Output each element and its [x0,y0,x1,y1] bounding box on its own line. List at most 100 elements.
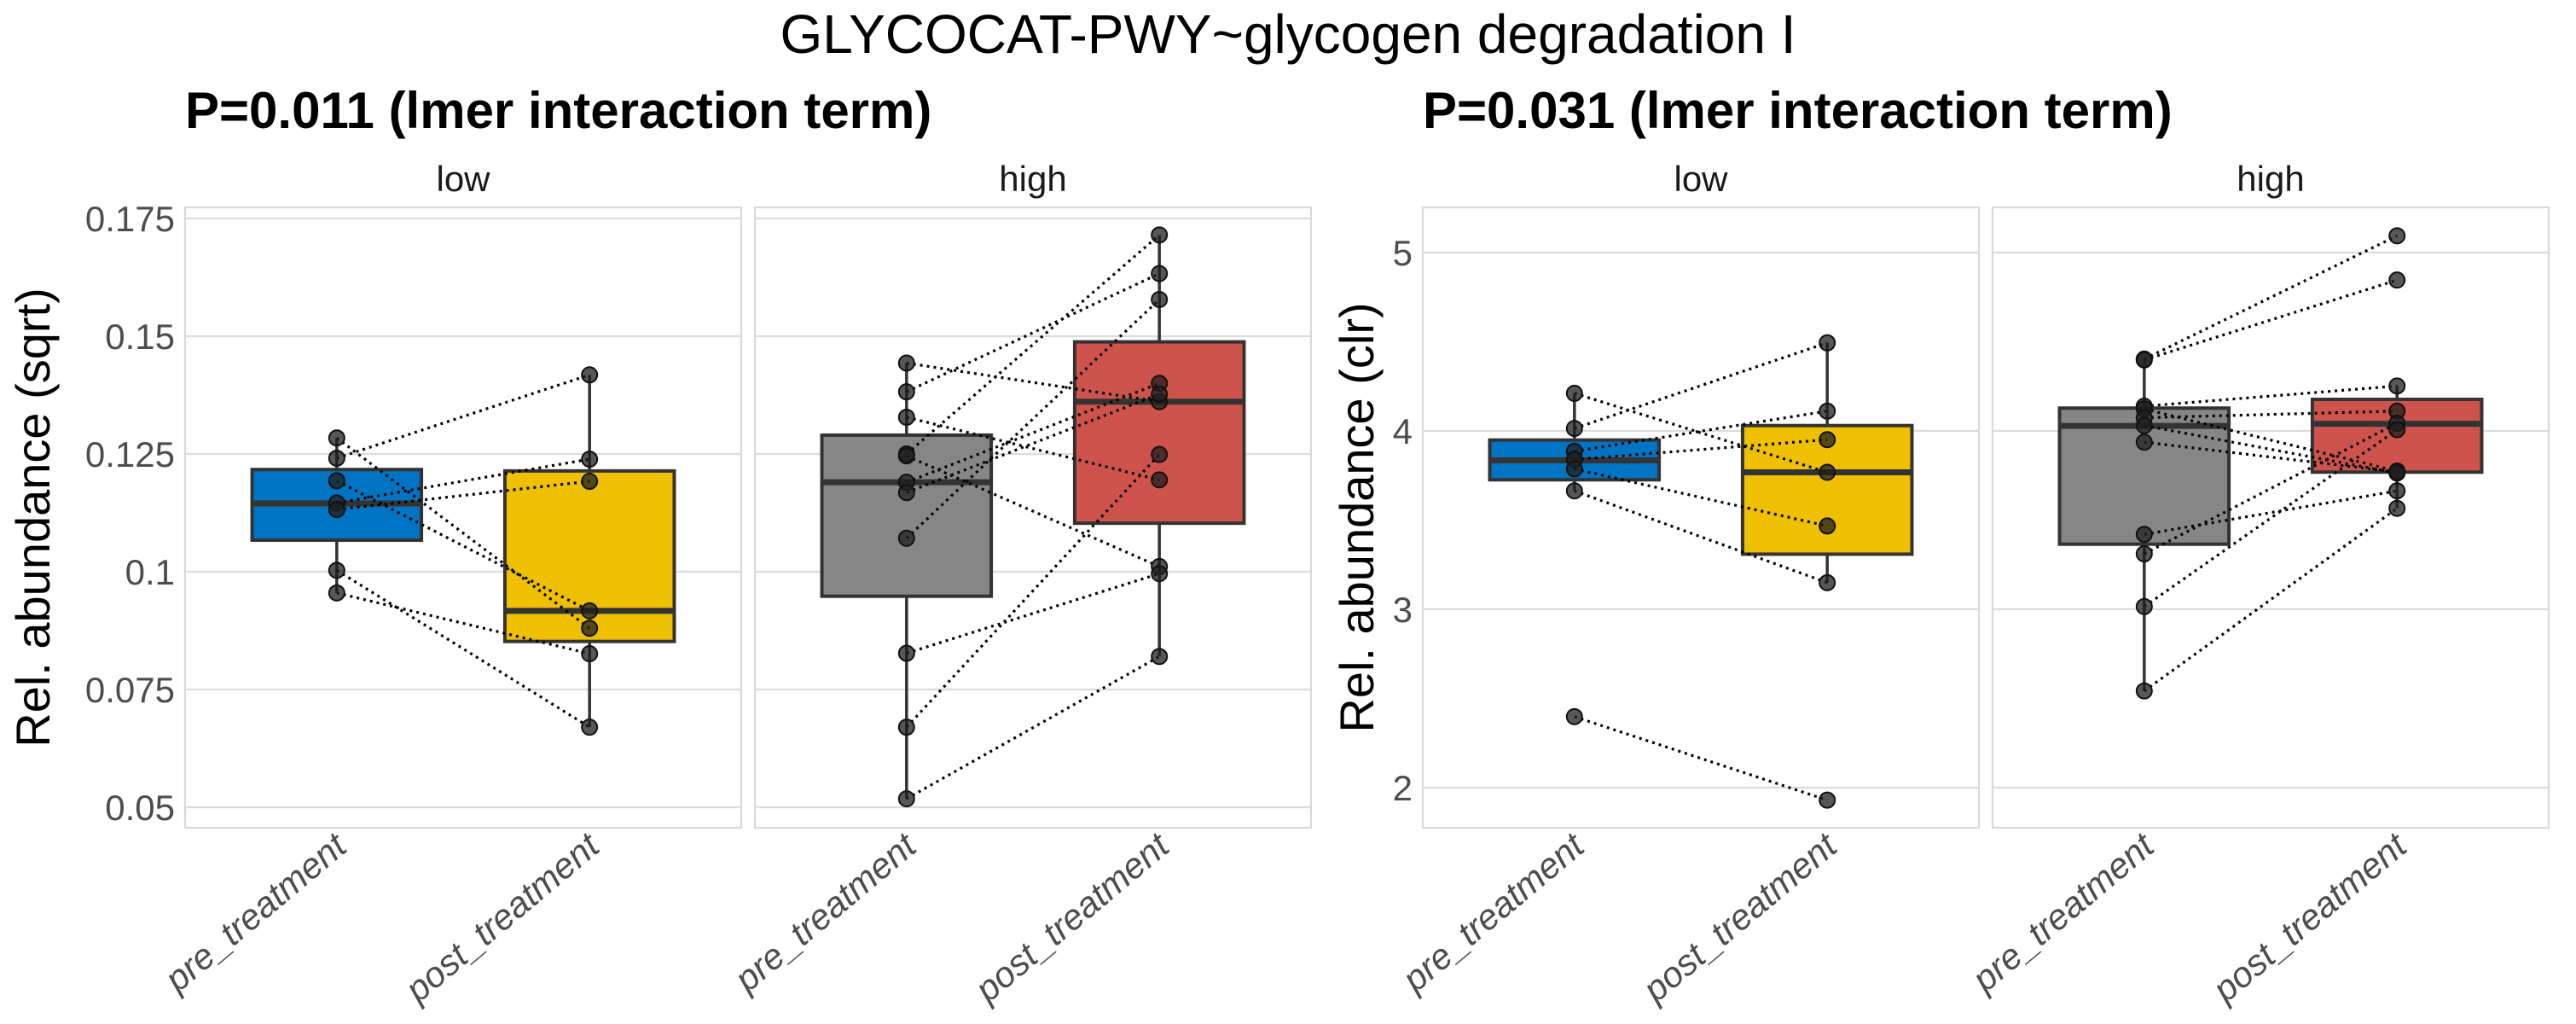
data-point [581,451,599,468]
y-tick-label: 0.075 [85,670,175,710]
pair-line [905,234,1161,456]
pair-line [2144,278,2398,362]
data-point [1565,482,1583,500]
data-point [2388,227,2406,245]
data-point [581,602,599,620]
data-point [1819,791,1836,809]
chart-1: P=0.011 (lmer interaction term) Rel. abun… [6,82,1313,1010]
x-tick-label: pre_treatment [726,823,925,1000]
pair-line [336,480,590,511]
data-point [2388,421,2406,439]
data-point [897,447,915,465]
y-tick-label: 5 [1393,233,1413,273]
data-point [2135,433,2153,451]
data-point [1151,385,1169,403]
panel-border [183,206,743,829]
data-point [897,383,915,401]
data-point [328,501,345,519]
y-tick-label: 2 [1393,768,1413,808]
x-tick-label: post_treatment [1634,823,1846,1010]
data-point [2388,482,2406,500]
data-point [897,484,915,502]
data-point [581,645,599,663]
data-point [328,472,345,490]
facet-panel-high: high pre_treatment post_treatment [726,159,1313,1010]
pair-line [1574,392,1828,474]
pair-line [905,453,1161,729]
boxplot-post_treatment [1072,235,1246,657]
y-tick-label: 0.1 [125,552,175,592]
data-point [2388,271,2406,289]
figure-title: GLYCOCAT-PWY~glycogen degradation I [780,3,1796,65]
data-point [1151,445,1169,463]
facet-panel-low: low pre_treatment post_treatment [156,159,743,1010]
pair-line [906,416,1160,481]
pair-line [1574,467,1828,527]
data-point [581,620,599,637]
chart-subtitle: P=0.011 (lmer interaction term) [185,82,931,139]
data-point [1819,402,1836,420]
pair-line [2144,424,2398,474]
data-point [1819,517,1836,535]
data-point [1151,265,1169,282]
x-tick-label: pre_treatment [1964,823,2163,1000]
data-point [897,354,915,372]
data-point [1151,290,1169,308]
pair-line [2144,489,2398,536]
pair-line [2144,407,2398,473]
data-point [897,408,915,426]
data-point [1151,565,1169,583]
box-iqr [1072,340,1246,526]
pair-line [906,393,1160,494]
facet-strip-label: high [999,159,1066,199]
pair-line [906,272,1160,393]
facet-panel-high: high pre_treatment post_treatment [1964,159,2550,1010]
data-point [1151,226,1169,244]
data-point [897,790,915,808]
y-tick-label: 4 [1393,411,1413,451]
facet-panel-low: low pre_treatment post_treatment [1394,159,1981,1010]
y-tick-label: 3 [1393,590,1413,630]
y-tick-label: 0.15 [105,317,175,357]
data-point [1151,648,1169,666]
data-point [2135,545,2153,563]
facet-strip-label: low [1674,159,1728,199]
data-point [1151,471,1169,489]
chart-2: P=0.031 (lmer interaction term) Rel. abun… [1330,82,2550,1010]
data-point [2135,526,2153,544]
pair-line [906,572,1160,655]
pair-line [2143,507,2399,693]
data-point [328,449,345,467]
data-point [2135,682,2153,700]
boxplot-post_treatment [502,375,676,728]
data-point [2135,597,2153,615]
facet-strip-label: high [2237,159,2304,199]
x-tick-label: pre_treatment [156,823,356,1000]
pair-line [906,454,1160,568]
pair-line [906,381,1160,484]
data-point [1565,420,1583,438]
pair-line [2144,410,2398,420]
data-point [1565,460,1583,478]
data-point [1565,384,1583,402]
data-point [2388,499,2406,517]
y-tick-label: 0.125 [85,434,175,474]
boxplot-pre_treatment [820,363,994,800]
pair-line [2144,384,2398,408]
box-iqr [820,433,994,598]
boxplot-pre_treatment [250,438,424,593]
data-point [2135,351,2153,369]
y-axis-label: Rel. abundance (clr) [1330,302,1384,732]
chart-subtitle: P=0.031 (lmer interaction term) [1423,82,2173,139]
data-point [2135,416,2153,434]
pair-line [906,655,1160,800]
y-axis-label: Rel. abundance (sqrt) [6,288,60,748]
y-tick-label: 0.175 [85,199,175,239]
data-point [2388,377,2406,395]
data-point [581,719,599,736]
pair-line [1574,438,1828,462]
data-point [328,561,345,579]
y-tick-label: 0.05 [105,788,175,828]
pair-line [336,373,590,460]
facet-strip-label: low [436,159,490,199]
